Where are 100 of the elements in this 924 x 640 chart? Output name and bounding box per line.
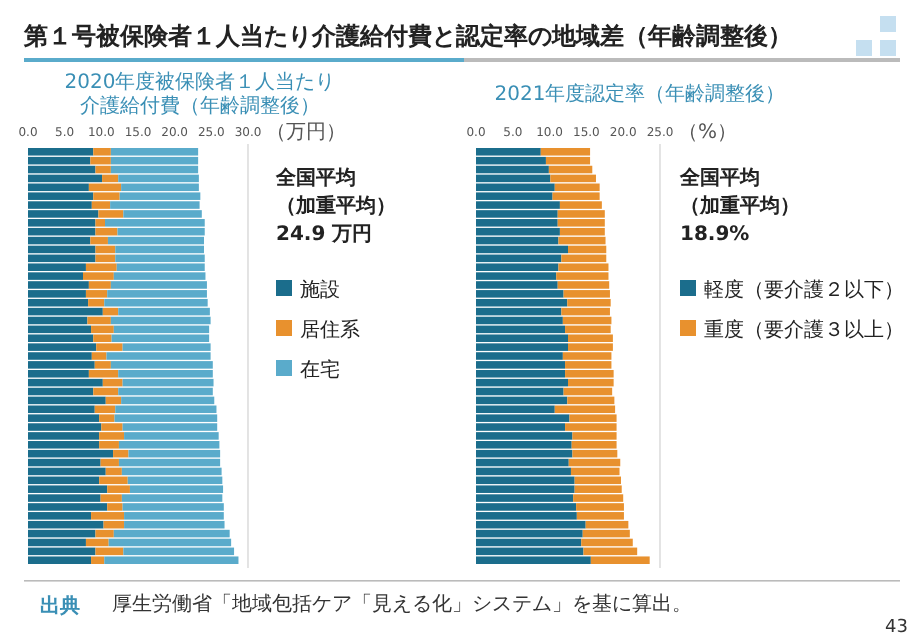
bar — [88, 369, 119, 378]
bar — [93, 148, 111, 156]
text: 出典 — [40, 594, 80, 618]
bar — [476, 174, 551, 183]
bar — [121, 467, 222, 476]
bar — [115, 405, 217, 414]
bar — [28, 476, 100, 485]
bar — [545, 156, 591, 165]
bar — [28, 547, 96, 556]
bar — [91, 325, 114, 334]
bar — [28, 245, 96, 254]
legend-label: 在宅 — [300, 358, 340, 382]
bar — [476, 227, 560, 236]
bar — [118, 174, 199, 183]
bar — [563, 387, 613, 396]
bar — [582, 529, 630, 538]
bar — [548, 165, 593, 174]
bar — [565, 369, 614, 378]
bar — [567, 298, 611, 307]
bar — [568, 378, 614, 387]
bar — [110, 148, 199, 156]
bar — [568, 458, 621, 467]
bar — [28, 520, 104, 529]
bar — [558, 236, 606, 245]
bar — [476, 556, 591, 564]
bar — [476, 476, 575, 485]
bar — [121, 396, 215, 405]
text: （加重平均） — [680, 194, 800, 218]
bar — [476, 334, 568, 343]
bar — [476, 547, 584, 556]
bar — [574, 476, 621, 485]
bar — [104, 556, 239, 564]
bar — [540, 148, 591, 156]
bar — [122, 378, 214, 387]
bar — [476, 458, 569, 467]
bar — [476, 298, 568, 307]
bar — [118, 458, 221, 467]
bar — [94, 405, 116, 414]
bar — [88, 183, 122, 192]
bar — [476, 156, 546, 165]
bar — [108, 538, 232, 547]
bar — [28, 236, 91, 245]
legend-label: 重度（要介護３以上） — [704, 318, 904, 342]
bar — [115, 254, 205, 263]
bar — [476, 325, 566, 334]
bar — [572, 449, 618, 458]
bar — [476, 165, 549, 174]
bar — [111, 334, 210, 343]
bar — [476, 520, 586, 529]
bar — [28, 378, 103, 387]
legend-label: 施設 — [300, 278, 340, 302]
bar — [561, 254, 607, 263]
bar — [28, 325, 92, 334]
bar — [28, 227, 96, 236]
bar — [28, 529, 96, 538]
bar — [104, 298, 208, 307]
bar — [28, 556, 92, 564]
text: 第１号被保険者１人当たり介護給付費と認定率の地域差（年齢調整後） — [22, 22, 792, 50]
bar — [590, 556, 650, 564]
bar — [476, 369, 566, 378]
bar — [550, 174, 596, 183]
bar — [28, 174, 103, 183]
bar — [99, 476, 128, 485]
bar — [562, 316, 612, 325]
bar — [28, 467, 106, 476]
bar — [476, 245, 568, 254]
bar — [554, 183, 600, 192]
bar — [28, 254, 96, 263]
bar — [28, 307, 103, 316]
bar — [568, 334, 613, 343]
bar — [476, 538, 582, 547]
bar — [476, 387, 564, 396]
chart-title: 2021年度認定率（年齢調整後） — [494, 82, 786, 106]
bar — [110, 165, 199, 174]
bar — [110, 316, 211, 325]
bar — [95, 227, 118, 236]
bar — [121, 183, 199, 192]
bar — [90, 156, 111, 165]
bar — [554, 405, 616, 414]
bar — [28, 156, 91, 165]
bar — [28, 449, 114, 458]
bar — [570, 467, 620, 476]
bar — [28, 165, 96, 174]
bar — [565, 325, 611, 334]
bar — [28, 334, 94, 343]
x-axis-title: （万円） — [266, 122, 346, 144]
bar — [476, 254, 562, 263]
text: 24.9 万円 — [276, 224, 373, 246]
bar — [476, 307, 562, 316]
bar — [115, 245, 204, 254]
bar — [113, 529, 230, 538]
bar — [113, 325, 210, 334]
bar — [110, 156, 199, 165]
bar — [476, 467, 571, 476]
bar — [476, 396, 568, 405]
bar — [585, 520, 629, 529]
legend-label: 居住系 — [300, 318, 360, 342]
bar — [87, 316, 111, 325]
bar — [118, 387, 213, 396]
text: 全国平均 — [678, 166, 760, 190]
